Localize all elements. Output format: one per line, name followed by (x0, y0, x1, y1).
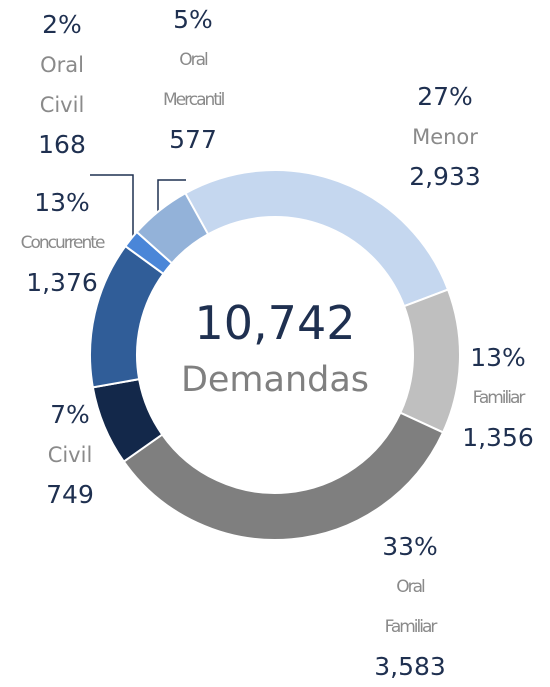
category-label: Oral Mercantil (163, 50, 225, 110)
value-label: 3,583 (374, 652, 446, 681)
slice-label: 2% Oral Civil 168 (32, 5, 92, 165)
slice-label: 13% Familiar 1,356 (448, 338, 548, 458)
slice-label: 5% Oral Mercantil 577 (163, 0, 225, 160)
category-label: Concurrente (20, 233, 106, 253)
center-label: Demandas (180, 360, 370, 400)
percent-label: 13% (34, 188, 90, 217)
slice-label: 7% Civil 749 (20, 395, 120, 515)
category-label: Familiar (472, 388, 526, 408)
leader-line (90, 174, 134, 236)
value-label: 749 (46, 480, 94, 509)
percent-label: 2% (42, 10, 82, 39)
slice (122, 411, 445, 541)
percent-label: 5% (173, 5, 213, 34)
percent-label: 7% (50, 400, 90, 429)
percent-label: 27% (417, 82, 473, 111)
percent-label: 13% (470, 343, 526, 372)
category-label: Menor (412, 125, 478, 149)
category-label: Civil (47, 443, 93, 467)
value-label: 577 (169, 125, 217, 154)
slice (135, 191, 210, 265)
value-label: 168 (38, 130, 86, 159)
category-label: Oral Familiar (384, 577, 438, 637)
value-label: 1,356 (462, 423, 534, 452)
value-label: 2,933 (409, 162, 481, 191)
value-label: 1,376 (26, 268, 98, 297)
slice-label: 27% Menor 2,933 (365, 77, 525, 197)
slice-label: 13% Concurrente 1,376 (2, 183, 122, 303)
percent-label: 33% (382, 532, 438, 561)
category-label: Oral Civil (39, 53, 85, 117)
slice-label: 33% Oral Familiar 3,583 (374, 527, 446, 687)
leader-line (157, 179, 186, 214)
total: 10,742 (194, 296, 356, 350)
